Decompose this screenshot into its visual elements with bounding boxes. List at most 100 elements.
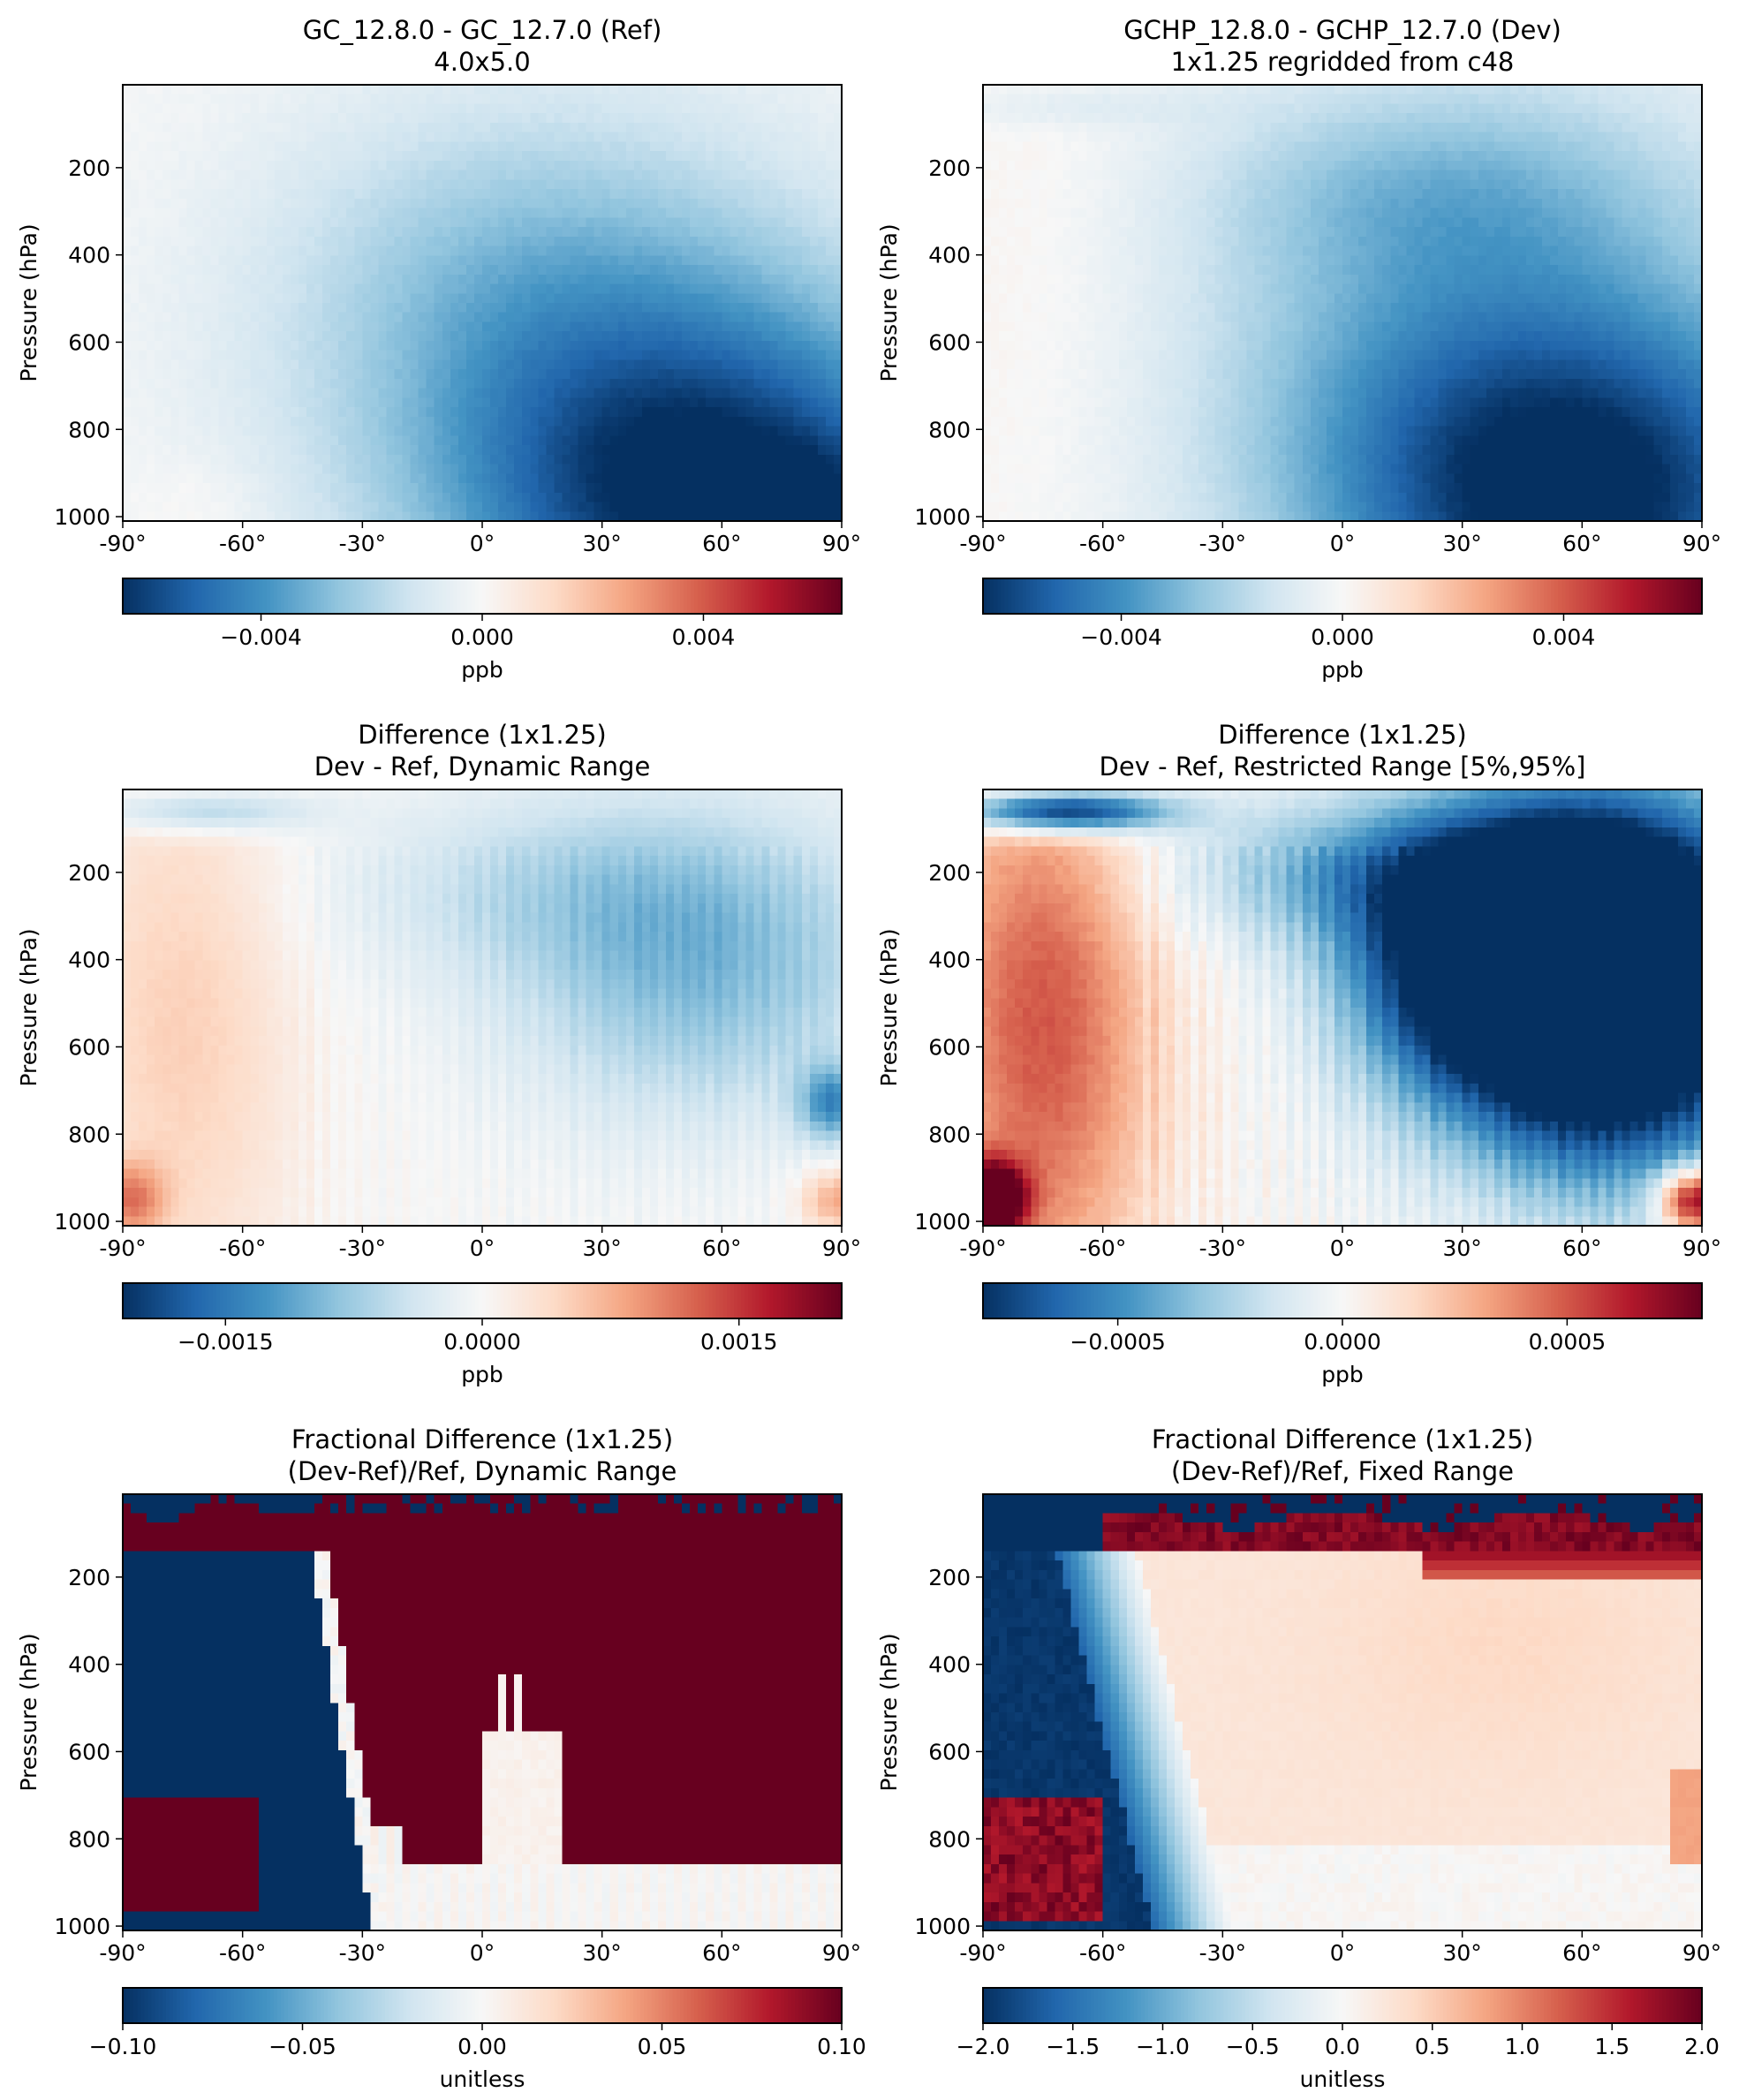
y-tick-label: 800 [68,1826,110,1852]
y-tick-label: 200 [928,155,971,181]
colorbar-tick-label: −0.10 [89,2034,157,2059]
x-tick-label: 30° [583,531,622,556]
y-tick-label: 200 [928,1565,971,1590]
x-tick-label: 60° [1562,531,1601,556]
y-tick-label: 800 [928,1122,971,1147]
colorbar-tick-label: 0.004 [672,624,736,650]
y-tick-label: 600 [928,1739,971,1764]
panel-subtitle: Dev - Ref, Restricted Range [5%,95%] [1100,752,1586,782]
heatmap-cells [983,789,1703,1227]
x-tick-label: -90° [959,1940,1006,1966]
colorbar-tick-label: −0.0015 [178,1329,273,1355]
y-axis-label: Pressure (hPa) [876,1633,902,1791]
x-tick-label: -90° [959,1235,1006,1261]
x-tick-label: 30° [583,1940,622,1966]
panel-5: Fractional Difference (1x1.25)(Dev-Ref)/… [16,1424,866,2092]
x-tick-label: 60° [702,1940,741,1966]
x-tick-label: -30° [1199,531,1246,556]
colorbar-tick-label: −2.0 [956,2034,1010,2059]
heatmap-cells [983,1494,1703,1931]
y-tick-label: 400 [928,948,971,973]
colorbar-label: unitless [440,2066,525,2092]
colorbar-tick-label: 0.0000 [1304,1329,1380,1355]
colorbar-tick-label: −1.5 [1046,2034,1100,2059]
colorbar [123,1988,843,2023]
x-tick-label: -30° [339,1235,386,1261]
x-tick-label: 0° [470,531,495,556]
colorbar-label: unitless [1300,2066,1386,2092]
colorbar-tick-label: 0.000 [450,624,514,650]
colorbar-tick-label: 0.00 [457,2034,507,2059]
panel-3: Difference (1x1.25)Dev - Ref, Dynamic Ra… [16,720,861,1387]
colorbar-label: ppb [1321,657,1364,683]
colorbar-tick-label: 1.0 [1505,2034,1540,2059]
x-tick-label: -30° [1199,1940,1246,1966]
panel-subtitle: Dev - Ref, Dynamic Range [314,752,651,782]
x-tick-label: 90° [822,531,861,556]
colorbar-tick-label: 0.000 [1311,624,1374,650]
panel-subtitle: (Dev-Ref)/Ref, Dynamic Range [288,1456,677,1486]
panel-title: GC_12.8.0 - GC_12.7.0 (Ref) [303,15,662,45]
y-tick-label: 200 [928,860,971,886]
x-tick-label: -30° [1199,1235,1246,1261]
panel-title: Difference (1x1.25) [1218,720,1467,750]
x-tick-label: -60° [1079,531,1126,556]
colorbar-label: ppb [1321,1362,1364,1387]
heatmap-cells [123,1494,843,1931]
y-tick-label: 400 [928,243,971,268]
y-tick-label: 1000 [54,1914,110,1939]
x-tick-label: -60° [219,531,266,556]
x-tick-label: -60° [1079,1940,1126,1966]
x-tick-label: 30° [1443,1235,1482,1261]
y-tick-label: 1000 [914,1209,971,1235]
colorbar [983,1988,1703,2023]
heatmap-cells [983,85,1703,522]
y-tick-label: 600 [928,329,971,355]
colorbar-tick-label: 0.5 [1415,2034,1450,2059]
x-tick-label: 60° [1562,1940,1601,1966]
colorbar-tick-label: 2.0 [1684,2034,1720,2059]
panel-title: Difference (1x1.25) [358,720,607,750]
colorbar [123,1283,843,1318]
colorbar-tick-label: 0.004 [1532,624,1596,650]
y-tick-label: 800 [928,417,971,442]
x-tick-label: 90° [822,1940,861,1966]
y-tick-label: 1000 [914,504,971,530]
colorbar-tick-label: 0.05 [638,2034,687,2059]
x-tick-label: 0° [1330,1235,1355,1261]
y-tick-label: 800 [68,417,110,442]
x-tick-label: 90° [1682,1940,1721,1966]
y-tick-label: 200 [68,1565,110,1590]
colorbar-tick-label: −0.004 [220,624,302,650]
panel-title: GCHP_12.8.0 - GCHP_12.7.0 (Dev) [1123,15,1561,45]
x-tick-label: 90° [1682,531,1721,556]
panel-title: Fractional Difference (1x1.25) [291,1424,673,1454]
colorbar-tick-label: −0.5 [1226,2034,1280,2059]
colorbar-tick-label: 0.0000 [443,1329,520,1355]
x-tick-label: 0° [1330,531,1355,556]
y-axis-label: Pressure (hPa) [876,928,902,1086]
x-tick-label: -30° [339,531,386,556]
x-tick-label: -90° [99,531,146,556]
x-tick-label: 90° [1682,1235,1721,1261]
colorbar-tick-label: −0.004 [1080,624,1162,650]
x-tick-label: -60° [219,1940,266,1966]
y-tick-label: 1000 [54,504,110,530]
y-tick-label: 400 [68,1652,110,1678]
y-tick-label: 600 [928,1034,971,1060]
x-tick-label: 30° [1443,1940,1482,1966]
y-tick-label: 600 [68,329,110,355]
colorbar-tick-label: −1.0 [1136,2034,1190,2059]
panel-subtitle: 1x1.25 regridded from c48 [1171,47,1515,77]
x-tick-label: -90° [99,1235,146,1261]
colorbar [983,1283,1703,1318]
colorbar-tick-label: 0.0015 [700,1329,777,1355]
y-tick-label: 400 [68,243,110,268]
x-tick-label: 30° [583,1235,622,1261]
panel-subtitle: 4.0x5.0 [434,47,530,77]
panel-6: Fractional Difference (1x1.25)(Dev-Ref)/… [876,1424,1721,2092]
y-tick-label: 1000 [54,1209,110,1235]
x-tick-label: -30° [339,1940,386,1966]
y-tick-label: 400 [928,1652,971,1678]
y-axis-label: Pressure (hPa) [16,1633,42,1791]
